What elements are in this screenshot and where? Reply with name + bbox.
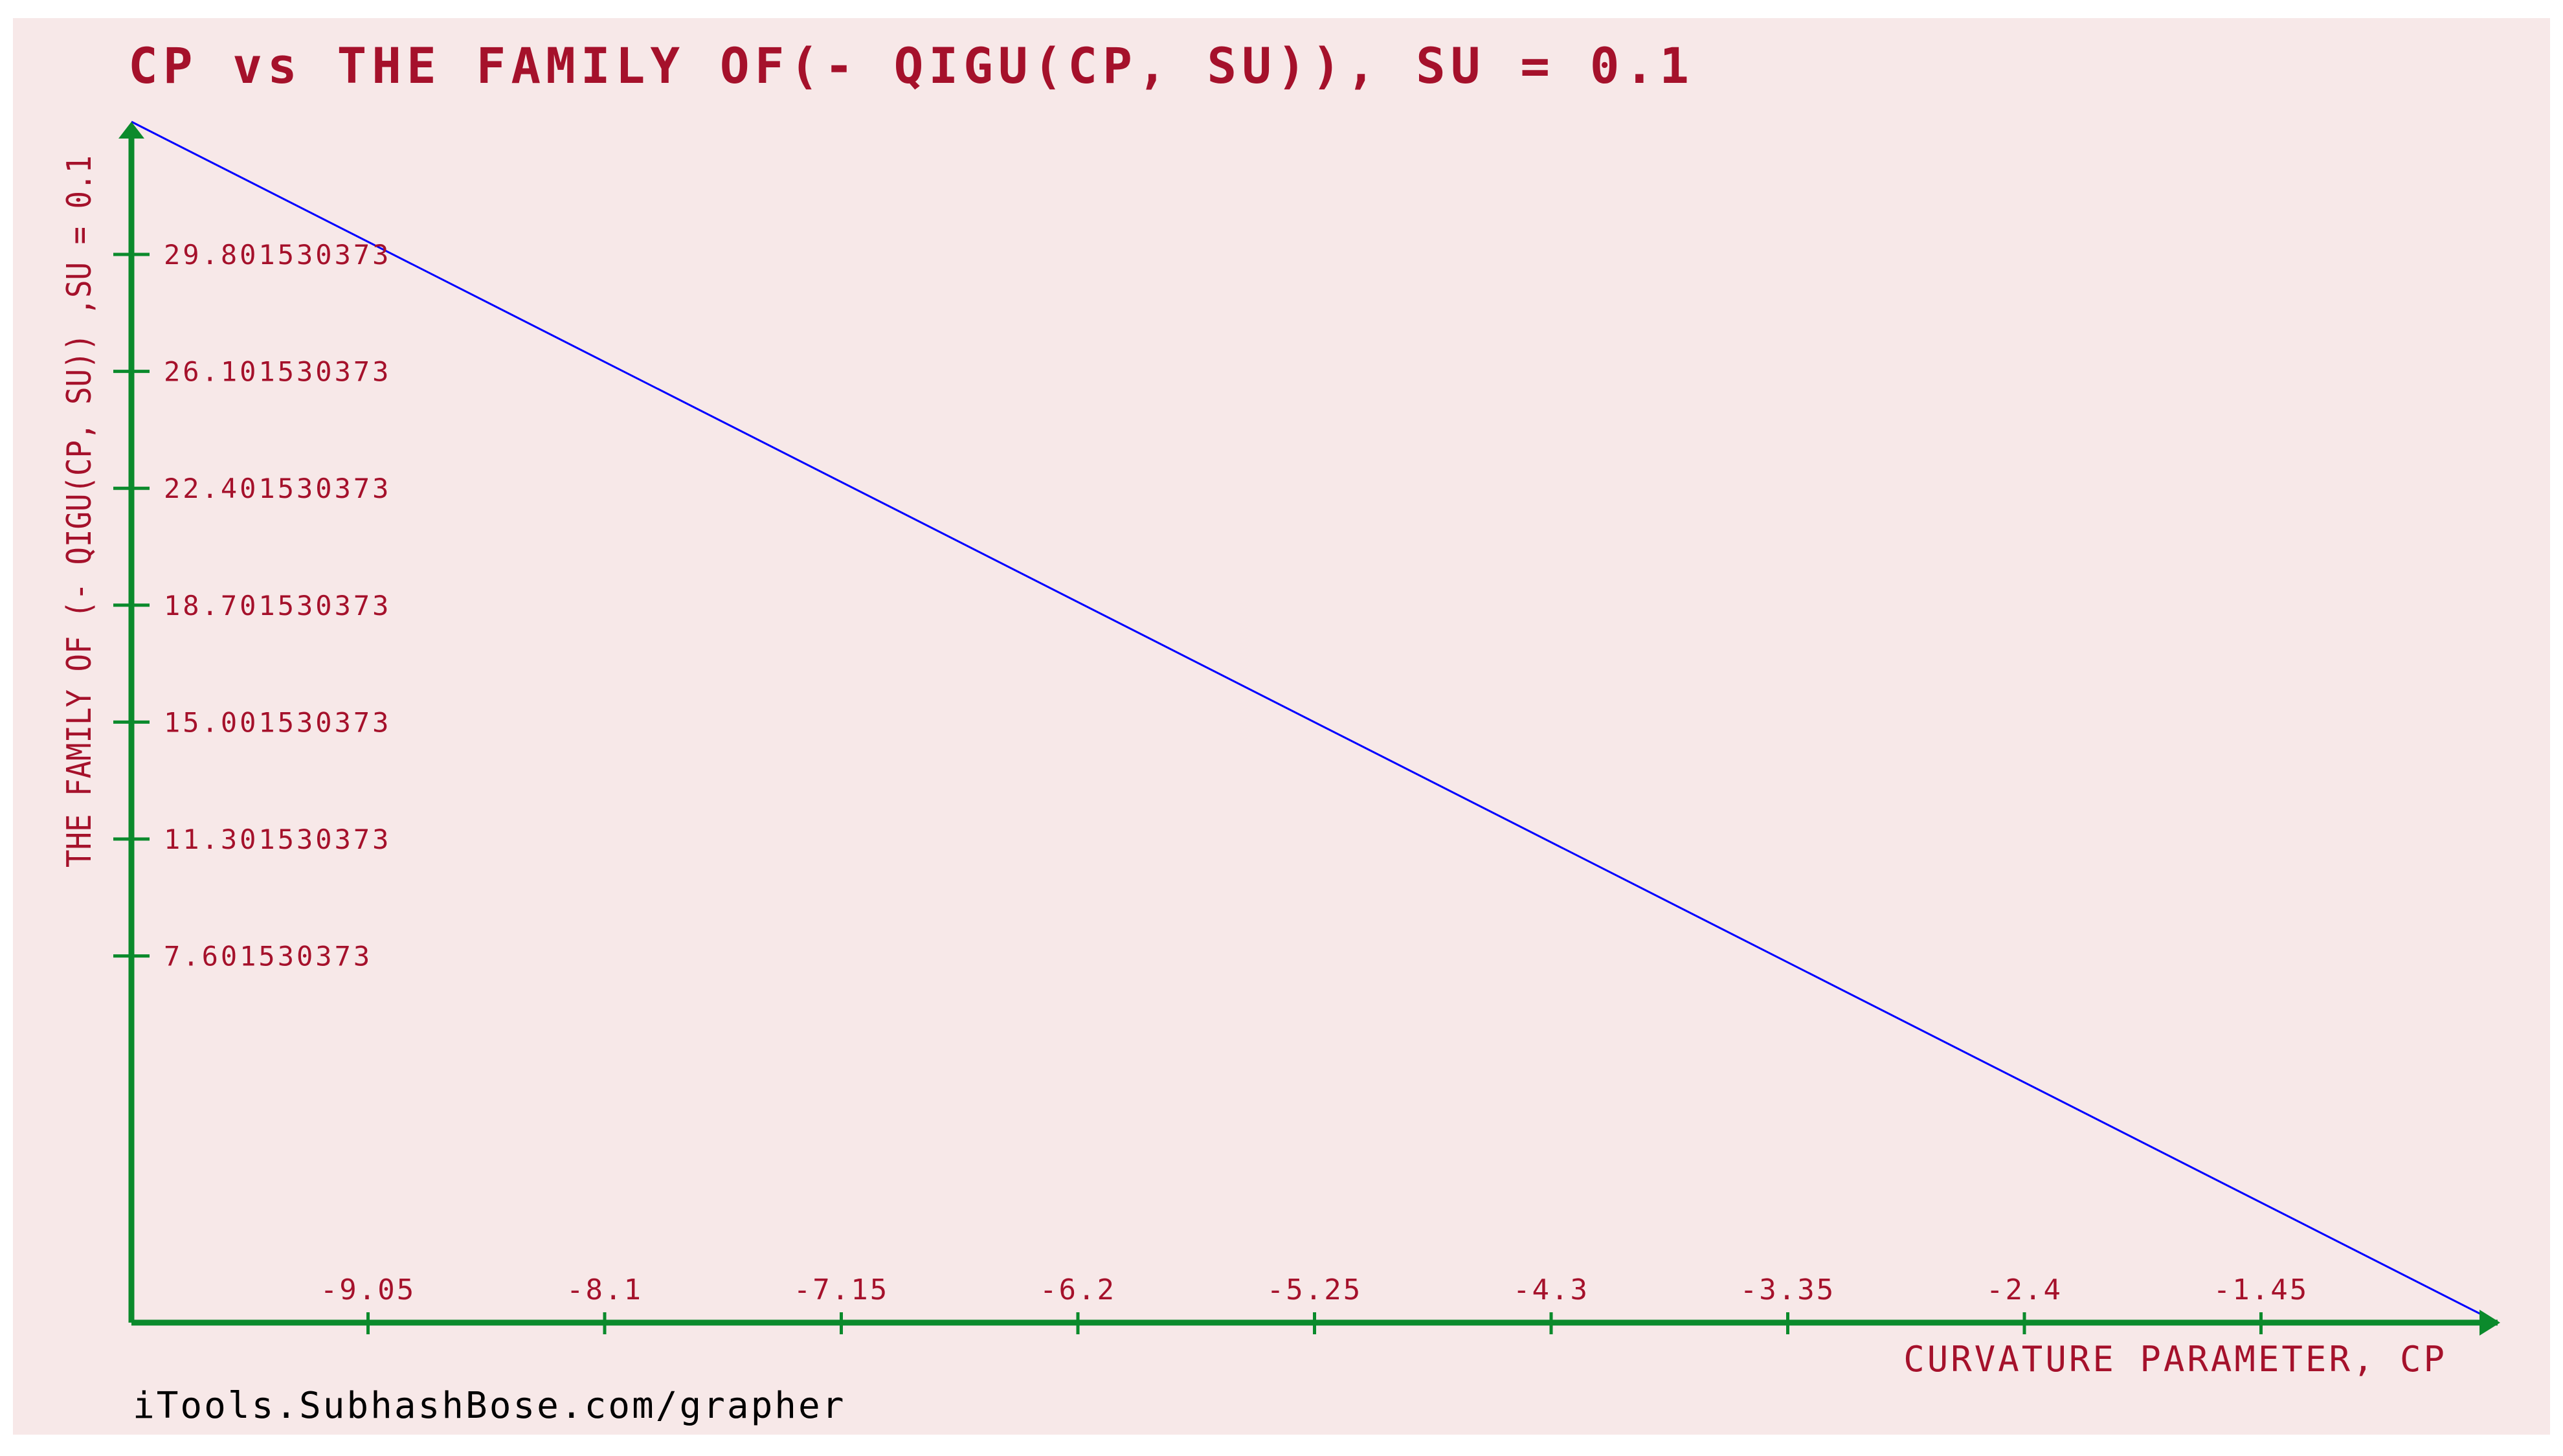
x-tick-label: -9.05 [320,1273,416,1306]
y-axis-arrow [118,122,144,139]
y-tick-label: 11.301530373 [164,823,391,855]
x-tick-label: -8.1 [566,1273,643,1306]
y-tick-label: 29.801530373 [164,239,391,271]
x-tick-label: -7.15 [794,1273,889,1306]
x-axis-arrow [2479,1310,2500,1336]
series-line-1 [131,120,2498,1324]
y-tick-label: 26.101530373 [164,356,391,388]
x-tick-label: -2.4 [1986,1273,2063,1306]
x-tick-label: -3.35 [1740,1273,1835,1306]
x-tick-label: -5.25 [1267,1273,1362,1306]
y-tick-label: 18.701530373 [164,590,391,622]
y-tick-label: 15.001530373 [164,706,391,738]
y-tick-label: 22.401530373 [164,473,391,504]
x-tick-label: -1.45 [2213,1273,2309,1306]
series-layer [131,120,2498,1324]
x-tick-label: -6.2 [1040,1273,1116,1306]
x-axis-label: CURVATURE PARAMETER, CP [1903,1339,2447,1380]
footer-credit: iTools.SubhashBose.com/grapher [133,1385,845,1427]
x-tick-label: -4.3 [1513,1273,1589,1306]
plot-background [13,18,2550,1435]
chart-title: CP vs THE FAMILY OF(- QIGU(CP, SU)), SU … [128,37,1694,95]
y-axis-label: THE FAMILY OF (- QIGU(CP, SU)) ,SU = 0.1 [60,155,99,868]
ticks-layer: -9.05 -8.1 -7.15 -6.2 -5.25 -4.3 -3.35 -2.4 -1.4… [113,239,2309,1334]
y-tick-label: 7.601530373 [164,941,372,972]
